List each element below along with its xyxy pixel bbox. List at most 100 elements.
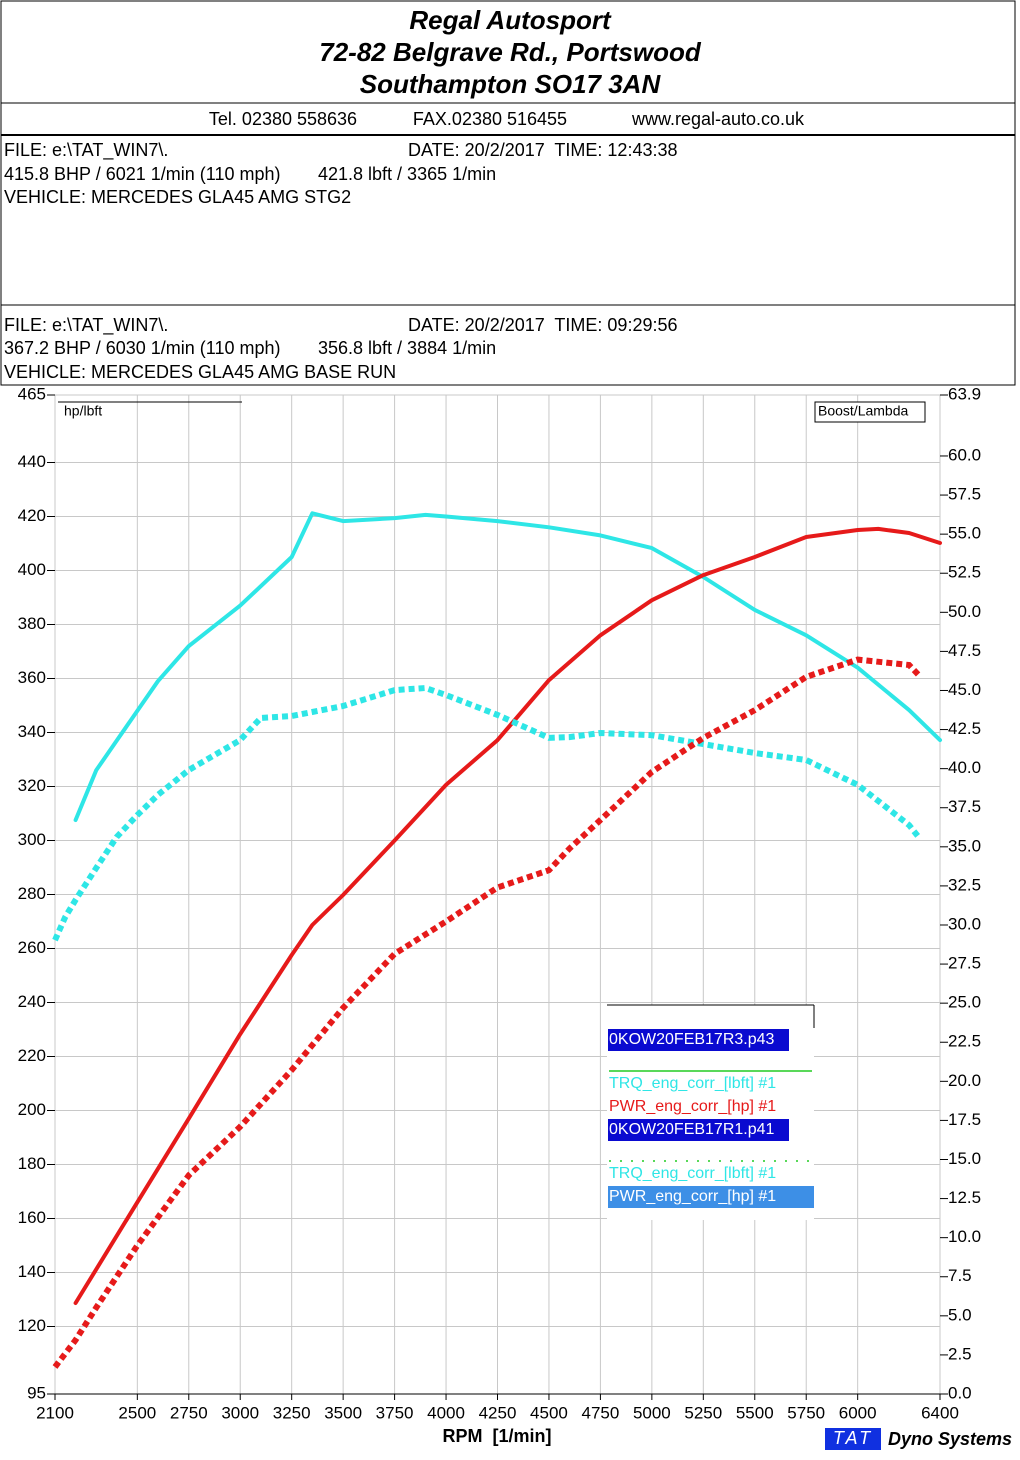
x-tick-label: 2100 [36, 1403, 74, 1422]
y-tick-label: 340 [18, 722, 46, 741]
y2-tick-label: 35.0 [948, 836, 981, 855]
y2-tick-label: 25.0 [948, 993, 981, 1012]
x-tick-label: 3750 [376, 1403, 414, 1422]
x-tick-label: 5750 [787, 1403, 825, 1422]
title-line: Southampton SO17 3AN [360, 69, 662, 99]
contact: www.regal-auto.co.uk [631, 109, 805, 129]
legend-group-bg [608, 1029, 789, 1051]
y-tick-label: 280 [18, 884, 46, 903]
x-tick-label: 2500 [118, 1403, 156, 1422]
series-line [73, 511, 942, 822]
y-tick-label: 160 [18, 1208, 46, 1227]
logo: TAT [833, 1428, 873, 1448]
x-tick-label: 4000 [427, 1403, 465, 1422]
y2-tick-label: 27.5 [948, 954, 981, 973]
y-tick-label: 380 [18, 614, 46, 633]
x-tick-label: 3500 [324, 1403, 362, 1422]
x-tick-label: 6000 [839, 1403, 877, 1422]
x-tick-label: 3250 [273, 1403, 311, 1422]
x-tick-label: 4500 [530, 1403, 568, 1422]
legend-entry: PWR_eng_corr_[hp] #1 [609, 1098, 776, 1115]
x-tick-label: 2750 [170, 1403, 208, 1422]
legend-group-bg [608, 1119, 789, 1141]
run-file: FILE: e:\TAT_WIN7\. [4, 140, 168, 161]
y-tick-label: 400 [18, 560, 46, 579]
y-tick-label: 140 [18, 1262, 46, 1281]
x-tick-label: 4250 [479, 1403, 517, 1422]
title-line: Regal Autosport [409, 5, 612, 35]
run-file: FILE: e:\TAT_WIN7\. [4, 315, 168, 336]
y2-axis-label: Boost/Lambda [818, 403, 908, 419]
y2-tick-label: 17.5 [948, 1110, 981, 1129]
run-power: 415.8 BHP / 6021 1/min (110 mph) [4, 164, 281, 184]
logo-box [825, 1428, 881, 1450]
legend-entry: PWR_eng_corr_[hp] #1 [609, 1188, 776, 1205]
series-line [52, 656, 922, 1369]
y-tick-label: 420 [18, 506, 46, 525]
y2-tick-label: 5.0 [948, 1305, 972, 1324]
y2-tick-label: 10.0 [948, 1227, 981, 1246]
run-torque: 421.8 lbft / 3365 1/min [318, 164, 496, 184]
plot: 2100 2500 2750 3000 3250 3500 3750 4000 4250 4500… [18, 384, 981, 1422]
header-frame [0, 0, 1016, 386]
x-axis-label: RPM [1/min] [442, 1426, 551, 1446]
run-vehicle: VEHICLE: MERCEDES GLA45 AMG BASE RUN [4, 362, 396, 382]
y2-tick-label: 47.5 [948, 641, 981, 660]
contact: FAX.02380 516455 [413, 109, 567, 129]
y2-tick-label: 32.5 [948, 875, 981, 894]
x-tick-label: 4750 [581, 1403, 619, 1422]
legend-highlight [608, 1186, 814, 1208]
y2-tick-label: 42.5 [948, 719, 981, 738]
y-axis-label: hp/lbft [64, 403, 102, 419]
y-tick-label: 200 [18, 1100, 46, 1119]
y2-tick-label: 2.5 [948, 1344, 972, 1363]
y-tick-label: 360 [18, 668, 46, 687]
legend: 0KOW20FEB17R3.p43 TRQ_eng_corr_[lbft] #1 P… [607, 1004, 815, 1220]
series-line [73, 526, 942, 1305]
run-vehicle: VEHICLE: MERCEDES GLA45 AMG STG2 [4, 187, 351, 207]
y2-tick-label: 37.5 [948, 797, 981, 816]
y-tick-label: 320 [18, 776, 46, 795]
y2-tick-label: 22.5 [948, 1032, 981, 1051]
y2-tick-label: 57.5 [948, 485, 981, 504]
y-tick-label: 120 [18, 1316, 46, 1335]
y2-tick-label: 12.5 [948, 1188, 981, 1207]
x-tick-label: 3000 [221, 1403, 259, 1422]
y2-tick-label: 55.0 [948, 524, 981, 543]
y2-tick-label: 0.0 [948, 1383, 972, 1402]
x-tick-label: 5000 [633, 1403, 671, 1422]
y2-tick-label: 40.0 [948, 758, 981, 777]
x-tick-label: 5250 [684, 1403, 722, 1422]
series-line [52, 684, 922, 942]
y2-tick-label: 7.5 [948, 1266, 972, 1285]
y2-tick-label: 30.0 [948, 914, 981, 933]
title-line: 72-82 Belgrave Rd., Portswood [319, 37, 702, 67]
y-tick-label: 300 [18, 830, 46, 849]
run-torque: 356.8 lbft / 3884 1/min [318, 338, 496, 358]
y-tick-label: 220 [18, 1046, 46, 1065]
legend-group: 0KOW20FEB17R3.p43 [609, 1031, 775, 1048]
legend-group: 0KOW20FEB17R1.p41 [609, 1121, 775, 1138]
y-tick-label: 465 [18, 384, 46, 403]
legend-entry: TRQ_eng_corr_[lbft] #1 [609, 1165, 776, 1182]
y2-tick-label: 20.0 [948, 1071, 981, 1090]
y-tick-label: 240 [18, 992, 46, 1011]
y2-tick-label: 52.5 [948, 563, 981, 582]
y2-tick-label: 50.0 [948, 602, 981, 621]
x-tick-label: 5500 [736, 1403, 774, 1422]
y2-tick-label: 60.0 [948, 445, 981, 464]
run-date: DATE: 20/2/2017 TIME: 12:43:38 [408, 140, 678, 160]
y-tick-label: 440 [18, 452, 46, 471]
run-power: 367.2 BHP / 6030 1/min (110 mph) [4, 338, 281, 358]
run-date: DATE: 20/2/2017 TIME: 09:29:56 [408, 315, 678, 335]
legend-entry: TRQ_eng_corr_[lbft] #1 [609, 1075, 776, 1092]
y2-tick-label: 15.0 [948, 1149, 981, 1168]
x-tick-label: 6400 [921, 1403, 959, 1422]
y2-tick-label: 63.9 [948, 384, 981, 403]
y2-tick-label: 45.0 [948, 680, 981, 699]
label-box [814, 401, 926, 423]
brand: Dyno Systems [888, 1429, 1012, 1449]
contact: Tel. 02380 558636 [209, 109, 357, 129]
y-tick-label: 95 [27, 1383, 46, 1402]
